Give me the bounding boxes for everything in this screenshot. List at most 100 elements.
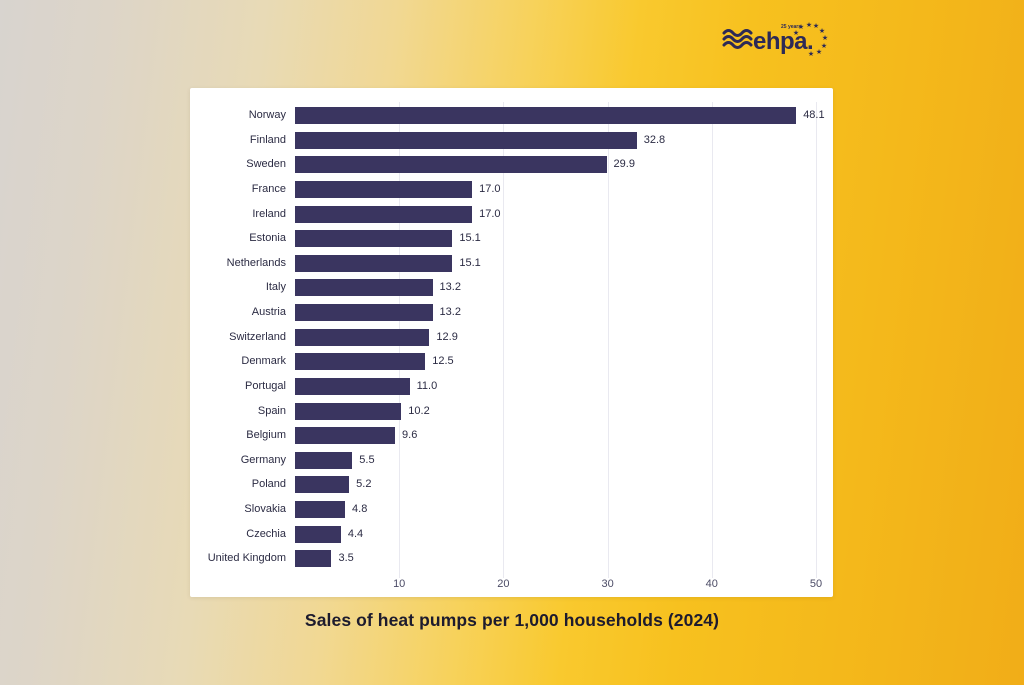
x-tick-label: 50: [809, 578, 823, 590]
country-label: Italy: [265, 281, 286, 294]
bar-row: Germany 5.5: [200, 448, 823, 473]
svg-text:★: ★: [806, 21, 812, 29]
ehpa-logo-graphic: ehpa. 25 years ★ ★ ★ ★ ★ ★ ★ ★ ★: [722, 21, 828, 58]
bar-row: Belgium 9.6: [200, 423, 823, 448]
value-label: 29.9: [613, 158, 635, 171]
country-label: Denmark: [241, 355, 286, 368]
gridline: [503, 102, 505, 578]
svg-text:★: ★: [822, 34, 828, 42]
country-label: Germany: [240, 453, 286, 466]
country-label: Slovakia: [244, 503, 286, 516]
bar-row: Spain 10.2: [200, 399, 823, 424]
country-label: United Kingdom: [207, 552, 286, 565]
value-label: 17.0: [479, 182, 501, 195]
bar-row: France 17.0: [200, 177, 823, 202]
bar-row: United Kingdom 3.5: [200, 546, 823, 571]
value-label: 17.0: [479, 207, 501, 220]
country-label: Netherlands: [226, 256, 286, 269]
x-tick-label: 40: [705, 578, 718, 590]
bar: [295, 156, 607, 174]
svg-text:★: ★: [819, 27, 825, 35]
bar-row: Netherlands 15.1: [200, 251, 823, 276]
gridline: [816, 102, 817, 578]
value-label: 4.8: [352, 503, 368, 516]
bar: [295, 254, 453, 272]
bar-row: Switzerland 12.9: [200, 325, 823, 350]
bar-row: Estonia 15.1: [200, 226, 823, 251]
value-label: 15.1: [459, 232, 481, 245]
x-tick-label: 20: [497, 578, 510, 590]
country-label: Austria: [251, 306, 286, 319]
bar-row: Sweden 29.9: [200, 152, 823, 177]
bar-row: Denmark 12.5: [200, 349, 823, 374]
x-tick-label: 10: [393, 578, 406, 590]
bar: [295, 180, 473, 198]
bar: [295, 501, 346, 519]
country-label: Finland: [249, 133, 286, 146]
value-label: 9.6: [402, 429, 418, 442]
bar: [295, 377, 410, 395]
bar: [295, 353, 426, 371]
x-tick-label: 30: [601, 578, 614, 590]
bar: [295, 328, 430, 346]
bar: [295, 550, 332, 568]
value-label: 4.4: [347, 527, 364, 540]
value-label: 10.2: [408, 404, 430, 417]
svg-text:★: ★: [808, 50, 814, 58]
bar: [295, 279, 433, 297]
bar-row: Poland 5.2: [200, 472, 823, 497]
value-label: 5.2: [356, 478, 372, 491]
country-label: Norway: [248, 109, 286, 121]
bar-row: Slovakia 4.8: [200, 497, 823, 522]
chart-body: Norway 48.1 Finland 32.8 Sweden 29.9 France 17.…: [200, 102, 825, 578]
svg-text:★: ★: [793, 29, 799, 37]
bar: [295, 451, 353, 469]
value-label: 13.2: [439, 281, 461, 294]
ehpa-logo: ehpa. 25 years ★ ★ ★ ★ ★ ★ ★ ★ ★: [718, 18, 830, 64]
value-label: 15.1: [459, 256, 481, 269]
chart-caption: Sales of heat pumps per 1,000 households…: [304, 610, 720, 630]
bar: [295, 476, 350, 494]
country-label: Ireland: [252, 207, 286, 220]
value-label: 3.5: [338, 552, 354, 565]
stars-arc-icon: ★ ★ ★ ★ ★ ★ ★ ★ ★: [793, 21, 828, 58]
bar-row: Norway 48.1: [200, 103, 825, 128]
bar: [295, 107, 797, 124]
country-label: Belgium: [246, 429, 286, 442]
value-label: 13.2: [439, 306, 461, 319]
country-label: Portugal: [245, 379, 286, 392]
country-label: Switzerland: [229, 330, 286, 343]
bar: [295, 525, 341, 543]
gridline: [607, 102, 609, 578]
waves-icon: [722, 29, 753, 49]
value-label: 12.5: [432, 355, 454, 368]
bar-row: Portugal 11.0: [200, 374, 823, 399]
value-label: 12.9: [436, 330, 458, 343]
x-axis: 10 20 30 40 50: [200, 570, 823, 597]
bar: [295, 230, 453, 248]
country-label: France: [251, 182, 286, 195]
value-label: 11.0: [416, 379, 438, 392]
bar: [295, 131, 637, 149]
svg-text:★: ★: [798, 23, 804, 31]
bar-row: Ireland 17.0: [200, 202, 823, 227]
value-label: 5.5: [359, 453, 375, 466]
bar-row: Czechia 4.4: [200, 522, 823, 547]
chart-panel: Norway 48.1 Finland 32.8 Sweden 29.9 France 17.…: [190, 88, 833, 597]
svg-text:★: ★: [816, 48, 822, 56]
bar: [295, 427, 396, 445]
bar: [295, 402, 402, 420]
country-label: Estonia: [249, 232, 286, 245]
bar-row: Italy 13.2: [200, 275, 823, 300]
country-label: Sweden: [246, 158, 286, 171]
gridline: [711, 102, 713, 578]
bar: [295, 205, 473, 223]
brand-text: ehpa.: [753, 28, 813, 55]
tagline-text: 25 years: [781, 24, 801, 30]
country-label: Poland: [251, 478, 286, 491]
svg-text:★: ★: [821, 42, 827, 50]
country-label: Czechia: [246, 527, 286, 540]
bar: [295, 304, 433, 322]
value-label: 32.8: [643, 133, 666, 146]
bar-row: Finland 32.8: [200, 128, 823, 153]
